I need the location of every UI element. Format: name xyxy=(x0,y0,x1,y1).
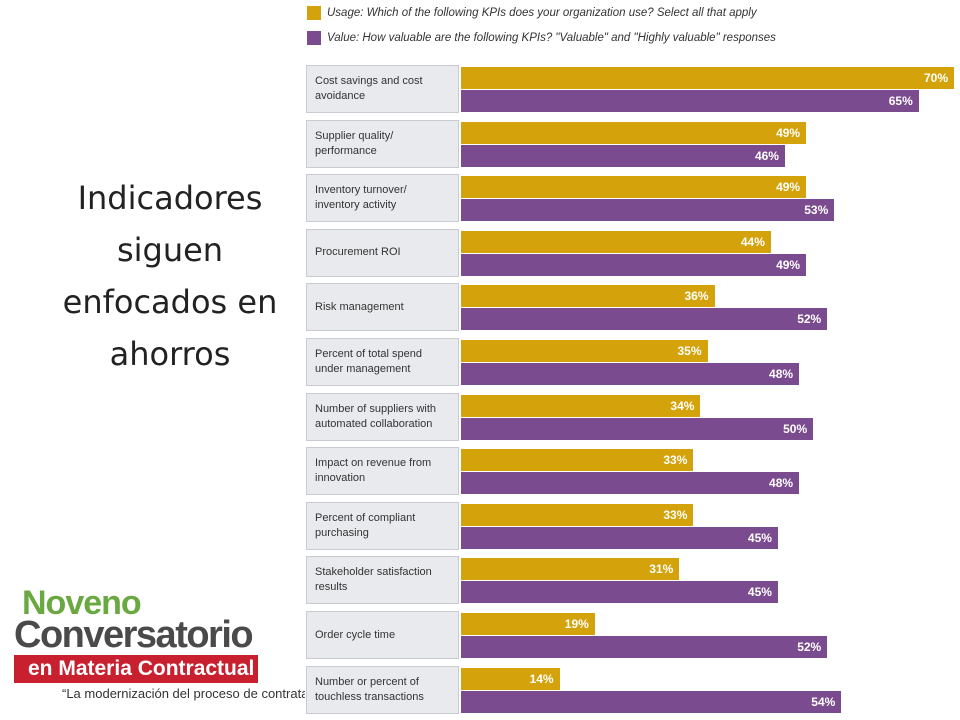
bar: 52% xyxy=(461,636,828,658)
value-label: 49% xyxy=(776,257,801,272)
bar: 45% xyxy=(461,526,778,549)
value-label: 19% xyxy=(564,617,589,631)
value-label: 31% xyxy=(649,562,674,577)
legend-label: Value: How valuable are the following KP… xyxy=(327,32,776,44)
value-label: 48% xyxy=(769,476,794,491)
category-label: Inventory turnover/ inventory activity xyxy=(306,174,459,223)
bar: 50% xyxy=(461,417,814,440)
bar: 48% xyxy=(461,472,800,495)
category-label: Number or percent of touchless transacti… xyxy=(306,665,459,714)
bar: 49% xyxy=(461,121,807,144)
category-label: Percent of compliant purchasing xyxy=(306,501,459,550)
category-label: Number of suppliers with automated colla… xyxy=(306,392,459,441)
value-label: 44% xyxy=(740,234,765,249)
value-label: 33% xyxy=(663,507,688,522)
category-label: Supplier quality/ performance xyxy=(306,119,459,168)
bar: 49% xyxy=(461,176,807,199)
bar: 34% xyxy=(461,394,701,417)
bar: 48% xyxy=(461,363,800,385)
bar: 35% xyxy=(461,340,708,362)
value-label: 35% xyxy=(677,344,702,358)
legend-label: Usage: Which of the following KPIs does … xyxy=(327,7,757,19)
legend-swatch xyxy=(307,31,321,45)
category-label: Order cycle time xyxy=(306,611,459,659)
category-label: Percent of total spend under management xyxy=(306,338,459,386)
bar: 46% xyxy=(461,144,785,167)
value-label: 49% xyxy=(776,125,801,140)
legend-entry: Value: How valuable are the following KP… xyxy=(307,31,776,45)
logo-quote: “La modernización del proceso de contrat… xyxy=(62,686,305,701)
value-label: 46% xyxy=(754,148,779,163)
bar: 31% xyxy=(461,558,680,581)
value-label: 34% xyxy=(670,398,695,413)
value-label: 45% xyxy=(747,530,772,545)
bar: 54% xyxy=(461,690,842,713)
value-label: 52% xyxy=(797,312,822,327)
value-label: 36% xyxy=(684,289,709,304)
category-label: Procurement ROI xyxy=(306,228,459,277)
bar: 44% xyxy=(461,230,771,253)
bar: 14% xyxy=(461,667,560,690)
bar: 45% xyxy=(461,581,778,604)
value-label: 52% xyxy=(797,640,822,654)
value-label: 70% xyxy=(923,71,948,85)
value-label: 48% xyxy=(769,367,794,381)
logo-text: Conversatorio xyxy=(14,614,254,656)
bar: 36% xyxy=(461,285,715,308)
category-label: Impact on revenue from innovation xyxy=(306,447,459,496)
value-label: 53% xyxy=(804,203,829,218)
value-label: 65% xyxy=(888,94,913,108)
bar: 70% xyxy=(461,67,954,89)
bar: 19% xyxy=(461,613,595,635)
logo-text: Noveno xyxy=(22,584,142,622)
bar: 65% xyxy=(461,90,919,112)
bar: 33% xyxy=(461,503,694,526)
bar: 49% xyxy=(461,253,807,276)
value-label: 14% xyxy=(529,671,554,686)
value-label: 54% xyxy=(811,694,836,709)
bar: 53% xyxy=(461,199,835,222)
value-label: 33% xyxy=(663,453,688,468)
bar: 33% xyxy=(461,449,694,472)
value-label: 50% xyxy=(783,421,808,436)
value-label: 45% xyxy=(747,585,772,600)
category-label: Risk management xyxy=(306,283,459,332)
bar: 52% xyxy=(461,308,828,331)
legend-swatch xyxy=(307,6,321,20)
category-label: Stakeholder satisfaction results xyxy=(306,556,459,605)
legend-entry: Usage: Which of the following KPIs does … xyxy=(307,6,757,20)
logo-banner: en Materia Contractual xyxy=(14,655,258,683)
category-label: Cost savings and cost avoidance xyxy=(306,65,459,113)
value-label: 49% xyxy=(776,180,801,195)
slide-heading: Indicadores siguen enfocados en ahorros xyxy=(62,179,278,373)
